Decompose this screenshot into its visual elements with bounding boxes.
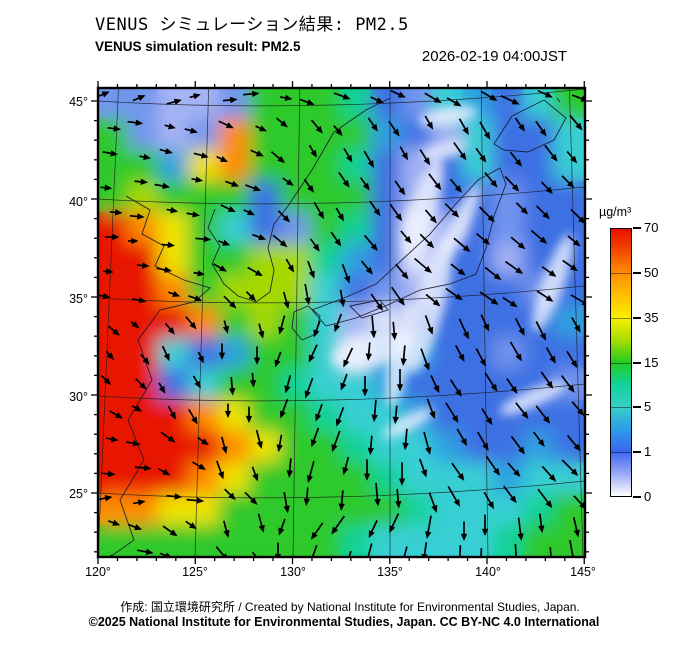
colorbar-tick-mark bbox=[633, 271, 641, 274]
colorbar-tick-line bbox=[611, 317, 631, 319]
colorbar-tick-line bbox=[611, 362, 631, 364]
colorbar-tick-mark bbox=[633, 361, 641, 364]
colorbar-tick-label: 70 bbox=[644, 220, 659, 235]
lon-tick-label: 130° bbox=[280, 565, 306, 579]
colorbar-tick-mark bbox=[633, 406, 641, 409]
colorbar-tick-label: 50 bbox=[644, 264, 659, 280]
colorbar-unit-label: µg/m³ bbox=[599, 205, 632, 219]
lon-tick-label: 120° bbox=[85, 565, 111, 579]
colorbar-tick-label: 15 bbox=[644, 354, 659, 370]
colorbar-tick-label: 35 bbox=[644, 309, 659, 325]
simulation-datetime: 2026-02-19 04:00JST bbox=[421, 48, 567, 65]
colorbar-tick-mark bbox=[633, 227, 641, 229]
lat-tick-label: 40° bbox=[69, 195, 88, 209]
colorbar-tick-line bbox=[611, 272, 631, 274]
colorbar-tick-line bbox=[611, 452, 631, 454]
map-edge-ticks bbox=[91, 81, 592, 564]
pm25-map-canvas bbox=[91, 81, 592, 564]
colorbar-tick-label: 0 bbox=[644, 489, 652, 504]
lat-tick-label: 45° bbox=[69, 95, 88, 109]
lat-tick-label: 35° bbox=[69, 292, 88, 306]
copyright-line: ©2025 National Institute for Environment… bbox=[88, 615, 600, 629]
lon-tick-label: 135° bbox=[377, 565, 403, 579]
colorbar-tick-label: 1 bbox=[644, 444, 652, 460]
lon-tick-label: 125° bbox=[182, 565, 208, 579]
colorbar-tick-mark bbox=[633, 496, 641, 498]
colorbar-tick-mark bbox=[633, 451, 641, 454]
map-frame bbox=[96, 86, 587, 559]
lat-tick-label: 30° bbox=[69, 390, 88, 404]
page-title-japanese: VENUS シミュレーション結果: PM2.5 bbox=[95, 15, 409, 35]
clean-air-streaks bbox=[332, 105, 574, 438]
wind-vectors-layer bbox=[98, 89, 585, 557]
credit-line: 作成: 国立環境研究所 / Created by National Instit… bbox=[120, 600, 580, 614]
coastlines bbox=[109, 98, 567, 558]
colorbar-gradient bbox=[610, 228, 632, 497]
lon-tick-label: 145° bbox=[570, 565, 596, 579]
colorbar-tick-mark bbox=[633, 316, 641, 319]
lon-tick-label: 140° bbox=[475, 565, 501, 579]
page-title-english: VENUS simulation result: PM2.5 bbox=[95, 39, 301, 54]
colorbar-tick-line bbox=[611, 407, 631, 409]
colorbar-tick-label: 5 bbox=[644, 399, 652, 415]
lat-tick-label: 25° bbox=[69, 487, 88, 501]
